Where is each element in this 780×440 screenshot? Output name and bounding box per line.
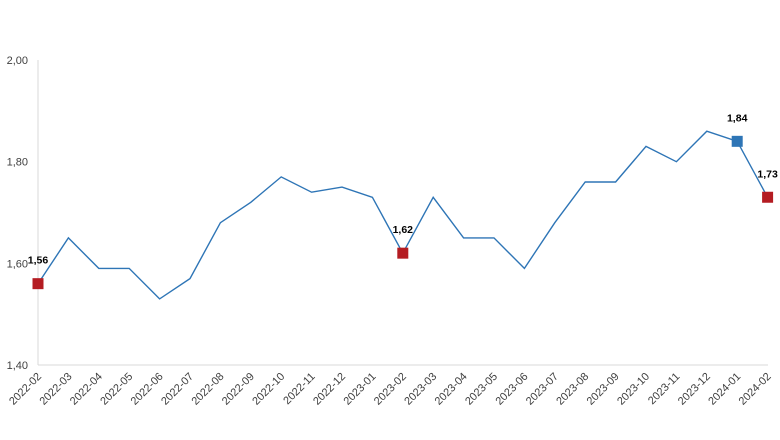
- x-tick-label: 2022-12: [311, 371, 348, 408]
- x-tick-label: 2022-07: [159, 371, 196, 408]
- x-tick-label: 2023-08: [554, 371, 591, 408]
- x-tick-label: 2023-01: [341, 371, 378, 408]
- data-label: 1,62: [393, 224, 414, 236]
- x-tick-label: 2022-09: [220, 371, 257, 408]
- x-tick-label: 2023-05: [463, 371, 500, 408]
- x-tick-label: 2023-12: [676, 371, 713, 408]
- x-tick-label: 2022-04: [68, 371, 105, 408]
- y-tick-labels: 1,40 1,60 1,80 2,00: [7, 55, 28, 372]
- x-tick-label: 2023-06: [493, 371, 530, 408]
- highlight-marker: [32, 278, 44, 290]
- highlight-marker: [762, 191, 774, 203]
- x-tick-label: 2023-10: [615, 371, 652, 408]
- y-tick-label: 2,00: [7, 55, 28, 67]
- x-tick-label: 2022-03: [37, 371, 74, 408]
- y-tick-label: 1,40: [7, 360, 28, 372]
- data-labels: 1,56 1,62 1,84 1,73: [28, 112, 778, 266]
- x-tick-label: 2023-03: [402, 371, 439, 408]
- x-tick-labels: 2022-022022-032022-042022-052022-062022-…: [7, 371, 774, 408]
- x-tick-label: 2022-06: [129, 371, 166, 408]
- x-tick-label: 2024-02: [737, 371, 774, 408]
- data-label: 1,56: [28, 255, 49, 267]
- data-label: 1,73: [757, 168, 778, 180]
- y-tick-label: 1,60: [7, 258, 28, 270]
- data-label: 1,84: [727, 112, 748, 124]
- series-line: [37, 130, 769, 300]
- highlight-markers: [32, 135, 774, 290]
- highlight-marker: [397, 247, 409, 259]
- x-tick-label: 2022-08: [189, 371, 226, 408]
- x-tick-label: 2022-05: [98, 371, 135, 408]
- x-tick-label: 2023-09: [585, 371, 622, 408]
- x-tick-label: 2022-02: [7, 371, 44, 408]
- x-tick-label: 2023-07: [524, 371, 561, 408]
- x-tick-label: 2023-02: [372, 371, 409, 408]
- highlight-marker: [731, 135, 743, 147]
- y-tick-label: 1,80: [7, 157, 28, 169]
- x-tick-label: 2023-04: [433, 371, 470, 408]
- x-tick-label: 2022-10: [250, 371, 287, 408]
- x-tick-label: 2024-01: [706, 371, 743, 408]
